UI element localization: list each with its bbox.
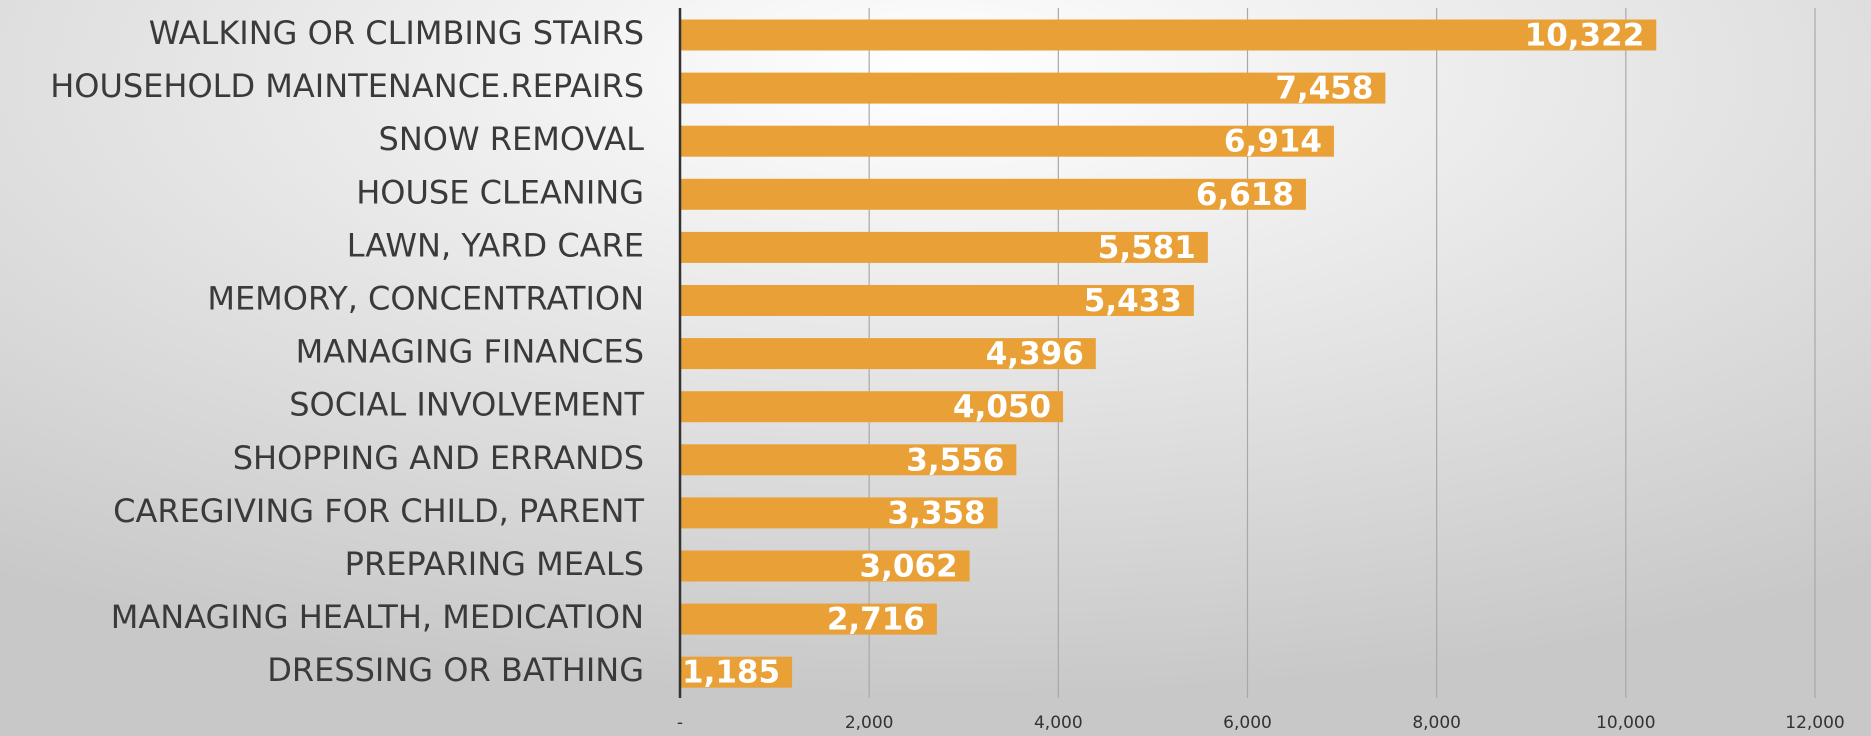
y-tick-label: MEMORY, CONCENTRATION bbox=[207, 280, 644, 318]
y-tick-label: CAREGIVING FOR CHILD, PARENT bbox=[113, 492, 644, 530]
x-tick-label: 12,000 bbox=[1785, 713, 1844, 733]
bar bbox=[680, 391, 1064, 423]
y-tick-label: HOUSEHOLD MAINTENANCE.REPAIRS bbox=[50, 67, 644, 105]
x-tick-label: 4,000 bbox=[1034, 713, 1083, 733]
bar bbox=[680, 178, 1306, 210]
data-label: 6,914 bbox=[1224, 124, 1322, 160]
x-tick-label: 2,000 bbox=[845, 713, 894, 733]
data-label: 4,396 bbox=[986, 336, 1084, 372]
y-tick-label: SOCIAL INVOLVEMENT bbox=[289, 386, 644, 424]
data-label: 5,581 bbox=[1098, 230, 1196, 266]
bar bbox=[680, 19, 1657, 51]
bar bbox=[680, 285, 1194, 316]
y-tick-label: MANAGING FINANCES bbox=[296, 333, 644, 371]
x-tick-label: 10,000 bbox=[1596, 713, 1655, 733]
y-tick-label: DRESSING OR BATHING bbox=[267, 651, 644, 689]
data-label: 2,716 bbox=[827, 602, 925, 638]
data-label: 3,556 bbox=[906, 442, 1004, 478]
bar bbox=[680, 72, 1386, 104]
data-label: 3,358 bbox=[888, 495, 986, 531]
y-tick-label: LAWN, YARD CARE bbox=[347, 226, 644, 264]
data-label: 3,062 bbox=[860, 549, 958, 585]
bar bbox=[680, 550, 970, 582]
x-tick-label: 8,000 bbox=[1412, 713, 1461, 733]
bar bbox=[680, 603, 937, 635]
y-tick-label: SNOW REMOVAL bbox=[379, 120, 645, 158]
data-label: 7,458 bbox=[1275, 71, 1373, 107]
y-tick-label: WALKING OR CLIMBING STAIRS bbox=[149, 14, 644, 52]
bar bbox=[680, 444, 1017, 476]
data-label: 10,322 bbox=[1525, 18, 1645, 54]
data-label: 5,433 bbox=[1084, 283, 1182, 319]
data-label: 1,185 bbox=[682, 655, 780, 691]
data-label: 6,618 bbox=[1196, 177, 1294, 213]
data-label: 4,050 bbox=[953, 389, 1051, 425]
y-tick-label: PREPARING MEALS bbox=[345, 545, 644, 583]
x-tick-label: 6,000 bbox=[1223, 713, 1272, 733]
bar bbox=[680, 125, 1334, 157]
y-tick-label: HOUSE CLEANING bbox=[356, 173, 644, 211]
bar bbox=[680, 231, 1208, 263]
bar bbox=[680, 338, 1096, 370]
bar bbox=[680, 656, 793, 688]
x-tick-label: - bbox=[677, 713, 683, 733]
y-tick-label: MANAGING HEALTH, MEDICATION bbox=[111, 598, 644, 636]
bar bbox=[680, 497, 998, 529]
y-tick-label: SHOPPING AND ERRANDS bbox=[233, 439, 644, 477]
